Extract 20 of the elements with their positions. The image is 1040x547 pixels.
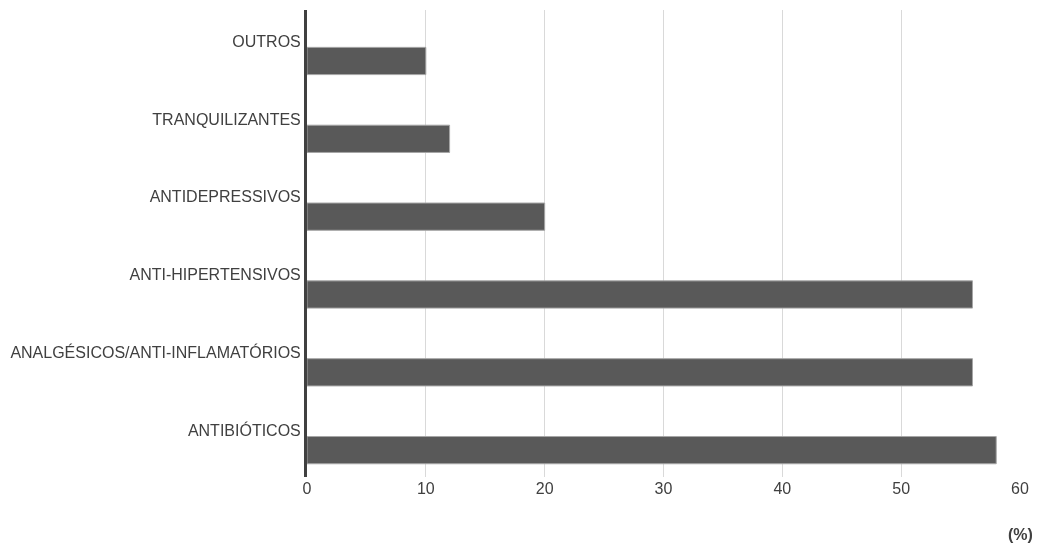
x-tick-label: 50 [892, 480, 911, 497]
bar [307, 46, 427, 76]
x-tick-label: 10 [416, 480, 435, 497]
y-tick-label: ANTIDEPRESSIVOS [149, 188, 301, 206]
x-tick-label: 0 [302, 480, 312, 497]
y-tick-label: ANTIBIÓTICOS [187, 420, 301, 439]
bar [307, 202, 546, 231]
x-axis-title: (%) [1008, 526, 1033, 543]
bar [307, 436, 997, 465]
bar [307, 358, 973, 387]
x-tick-label: 40 [773, 480, 792, 497]
y-tick-label: TRANQUILIZANTES [152, 110, 301, 128]
y-tick-label: ANTI-HIPERTENSIVOS [129, 266, 301, 284]
y-tick-label: OUTROS [232, 32, 301, 50]
y-tick-label: ANALGÉSICOS/ANTI-INFLAMATÓRIOS [10, 343, 301, 362]
x-tick-label: 60 [1011, 480, 1029, 497]
x-tick-label: 30 [654, 480, 673, 497]
bar [307, 124, 451, 153]
x-tick-label: 20 [535, 480, 554, 497]
bar [307, 280, 973, 309]
